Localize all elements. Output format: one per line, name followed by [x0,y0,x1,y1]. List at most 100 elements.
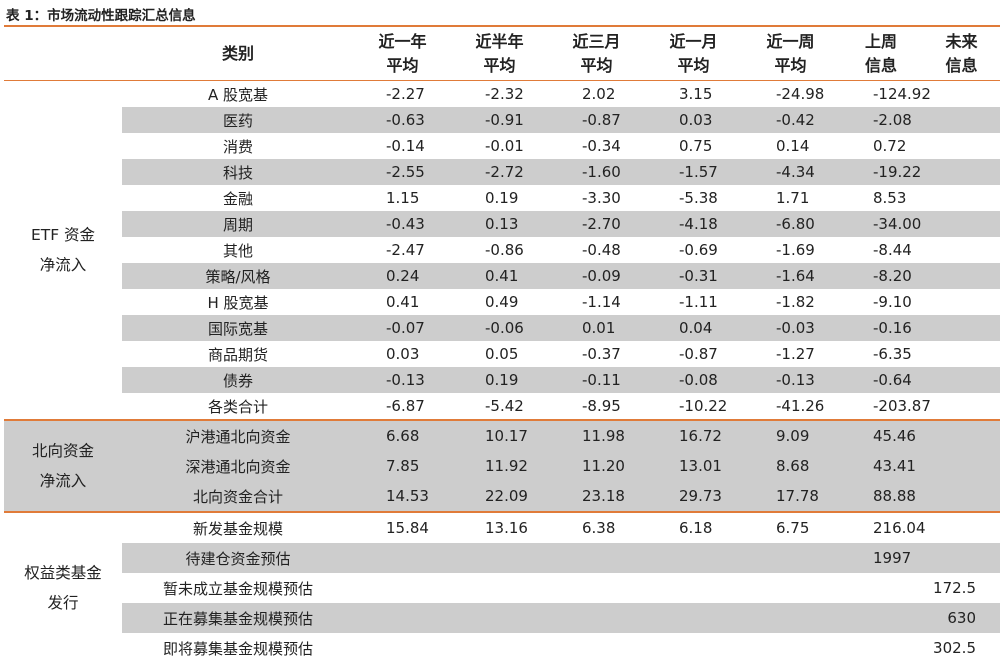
row-label: 待建仓资金预估 [122,543,354,573]
cell-value [839,573,923,603]
cell-value [451,573,548,603]
cell-value [923,185,1000,211]
table-row: 暂未成立基金规模预估 172.5 [4,573,1000,603]
row-label: 金融 [222,189,253,208]
cell-value: 16.72 [645,419,742,451]
cell-value [923,315,1000,341]
cell-value [645,543,742,573]
cell-value: 13.01 [645,451,742,481]
cell-value [354,633,451,663]
cell-value: 11.20 [548,451,645,481]
group-label-line2: 净流入 [39,256,87,274]
cell-value [923,81,1000,108]
header-line2: 平均 [580,55,613,75]
cell-value [923,367,1000,393]
header-row: 类别 近一年 平均 近半年 平均 近三月 平均 近一月 平均 近一周 平均 上周 信息 未来 信息 [4,25,1000,81]
row-label: 即将募集基金规模预估 [162,639,313,658]
cell-value: -0.14 [386,137,425,155]
row-label: 正在募集基金规模预估 [122,603,354,633]
cell-value: -0.06 [451,315,548,341]
table-row: 医药 -0.63 -0.91 -0.87 0.03 -0.42 -2.08 [4,107,1000,133]
group-label-line1: 权益类基金 [24,564,102,582]
cell-value: -10.22 [679,397,728,415]
cell-value [923,289,1000,315]
cell-value: -0.37 [582,345,621,363]
cell-value [923,107,1000,133]
cell-value [548,633,645,663]
cell-value: -124.92 [873,85,931,103]
cell-value: 17.78 [742,481,839,512]
cell-value [548,603,645,633]
header-line2: 信息 [864,55,897,75]
cell-value: 216.04 [839,511,926,543]
row-label: 周期 [122,211,354,237]
cell-value: 6.75 [742,511,839,543]
cell-value: 11.92 [451,451,548,481]
cell-value: -2.08 [839,107,923,133]
row-label: 策略/风格 [122,263,354,289]
cell-value [923,543,1000,573]
group-label-line1: ETF 资金 [30,226,96,244]
table-row: 国际宽基 -0.07 -0.06 0.01 0.04 -0.03 -0.16 [4,315,1000,341]
cell-value: 0.04 [645,315,742,341]
row-label: 科技 [122,159,354,185]
cell-value: 23.18 [548,481,645,512]
group-label-line2: 净流入 [39,472,87,490]
cell-value: 0.75 [679,137,713,155]
cell-value: 45.46 [839,419,923,451]
cell-value: -0.34 [582,137,621,155]
cell-value: -2.32 [485,85,524,103]
table-row: 商品期货 0.03 0.05 -0.37 -0.87 -1.27 -6.35 [4,341,1000,367]
cell-value: -0.01 [485,137,524,155]
cell-value [645,603,742,633]
cell-value [645,573,742,603]
row-label: 新发基金规模 [122,511,354,543]
header-category: 类别 [122,25,354,81]
cell-value: 0.14 [776,137,810,155]
table-row: 周期 -0.43 0.13 -2.70 -4.18 -6.80 -34.00 [4,211,1000,237]
cell-value [354,573,451,603]
cell-value [548,543,645,573]
cell-value [923,159,1000,185]
cell-value: -1.69 [776,241,815,259]
cell-value: -1.27 [776,345,815,363]
cell-value: -0.87 [548,107,645,133]
cell-value: -0.07 [354,315,451,341]
cell-value: 0.19 [451,367,548,393]
cell-value [742,573,839,603]
row-label: 其他 [222,241,253,260]
cell-value: -8.95 [582,397,621,415]
cell-value: 0.03 [645,107,742,133]
group-label: ETF 资金 净流入 [4,81,122,421]
cell-value: 1997 [839,543,923,573]
cell-value: -0.86 [485,241,524,259]
cell-value: -24.98 [776,85,825,103]
cell-value: 8.53 [873,189,907,207]
cell-value: -0.13 [742,367,839,393]
cell-value: 630 [923,603,1000,633]
header-col: 上周 信息 [839,25,923,81]
cell-value [742,603,839,633]
cell-value: -1.11 [679,293,718,311]
liquidity-table: 类别 近一年 平均 近半年 平均 近三月 平均 近一月 平均 近一周 平均 上周 信息 未来 信息 ETF 资… [4,25,1000,663]
table-row: 正在募集基金规模预估 630 [4,603,1000,633]
header-col: 近一年 平均 [354,25,451,81]
group-label-line1: 北向资金 [31,442,94,460]
cell-value: 6.38 [548,511,645,543]
cell-value: -4.18 [645,211,742,237]
row-label: 债券 [122,367,354,393]
cell-value: 8.68 [742,451,839,481]
header-col: 近一月 平均 [645,25,742,81]
cell-value [839,633,923,663]
table-row: 待建仓资金预估 1997 [4,543,1000,573]
cell-value [923,237,1000,263]
cell-value: 7.85 [354,451,451,481]
cell-value: -8.20 [839,263,923,289]
cell-value: -1.60 [548,159,645,185]
header-line1: 近一月 [669,31,718,51]
cell-value: -0.43 [354,211,451,237]
table-row: 权益类基金 发行 新发基金规模 15.84 13.16 6.38 6.18 6.75 216.0… [4,511,1000,663]
cell-value: 13.16 [451,511,548,543]
table-row: H 股宽基 0.41 0.49 -1.14 -1.11 -1.82 -9.10 [4,289,1000,315]
cell-value: 0.13 [451,211,548,237]
